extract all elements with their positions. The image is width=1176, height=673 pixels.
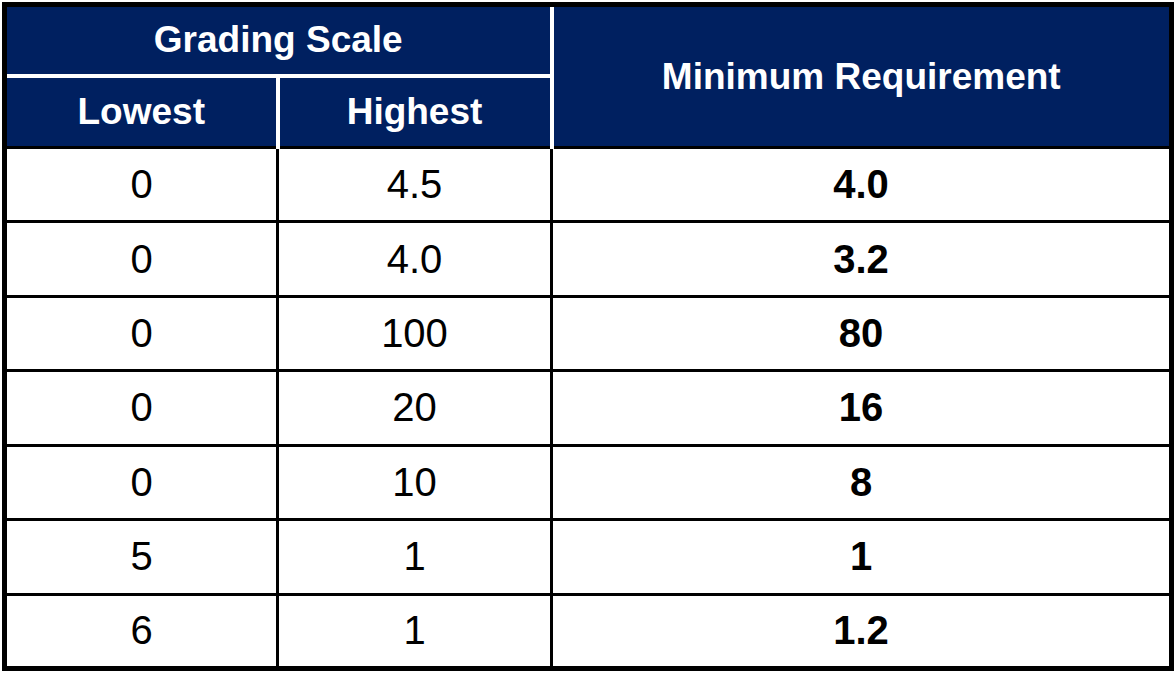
- cell-minimum: 80: [552, 296, 1172, 370]
- header-lowest: Lowest: [5, 76, 278, 148]
- table-row: 6 1 1.2: [5, 594, 1172, 668]
- table-row: 0 20 16: [5, 371, 1172, 445]
- cell-minimum: 8: [552, 445, 1172, 519]
- cell-minimum: 4.0: [552, 148, 1172, 222]
- cell-lowest: 0: [5, 371, 278, 445]
- cell-highest: 1: [278, 594, 552, 668]
- table-row: 0 4.0 3.2: [5, 222, 1172, 296]
- cell-lowest: 0: [5, 296, 278, 370]
- cell-lowest: 5: [5, 520, 278, 594]
- header-highest: Highest: [278, 76, 552, 148]
- cell-lowest: 0: [5, 148, 278, 222]
- cell-lowest: 0: [5, 222, 278, 296]
- cell-highest: 100: [278, 296, 552, 370]
- cell-minimum: 16: [552, 371, 1172, 445]
- cell-minimum: 1.2: [552, 594, 1172, 668]
- table-row: 5 1 1: [5, 520, 1172, 594]
- table-row: 0 10 8: [5, 445, 1172, 519]
- cell-highest: 4.0: [278, 222, 552, 296]
- cell-minimum: 1: [552, 520, 1172, 594]
- cell-highest: 4.5: [278, 148, 552, 222]
- cell-highest: 20: [278, 371, 552, 445]
- cell-lowest: 6: [5, 594, 278, 668]
- header-grading-scale: Grading Scale: [5, 5, 552, 76]
- cell-minimum: 3.2: [552, 222, 1172, 296]
- table-screenshot: Grading Scale Minimum Requirement Lowest…: [0, 0, 1176, 673]
- cell-lowest: 0: [5, 445, 278, 519]
- header-minimum-requirement: Minimum Requirement: [552, 5, 1172, 148]
- cell-highest: 10: [278, 445, 552, 519]
- cell-highest: 1: [278, 520, 552, 594]
- table-row: 0 100 80: [5, 296, 1172, 370]
- grading-scale-table: Grading Scale Minimum Requirement Lowest…: [2, 2, 1174, 671]
- table-row: 0 4.5 4.0: [5, 148, 1172, 222]
- header-row-group: Grading Scale Minimum Requirement: [5, 5, 1172, 76]
